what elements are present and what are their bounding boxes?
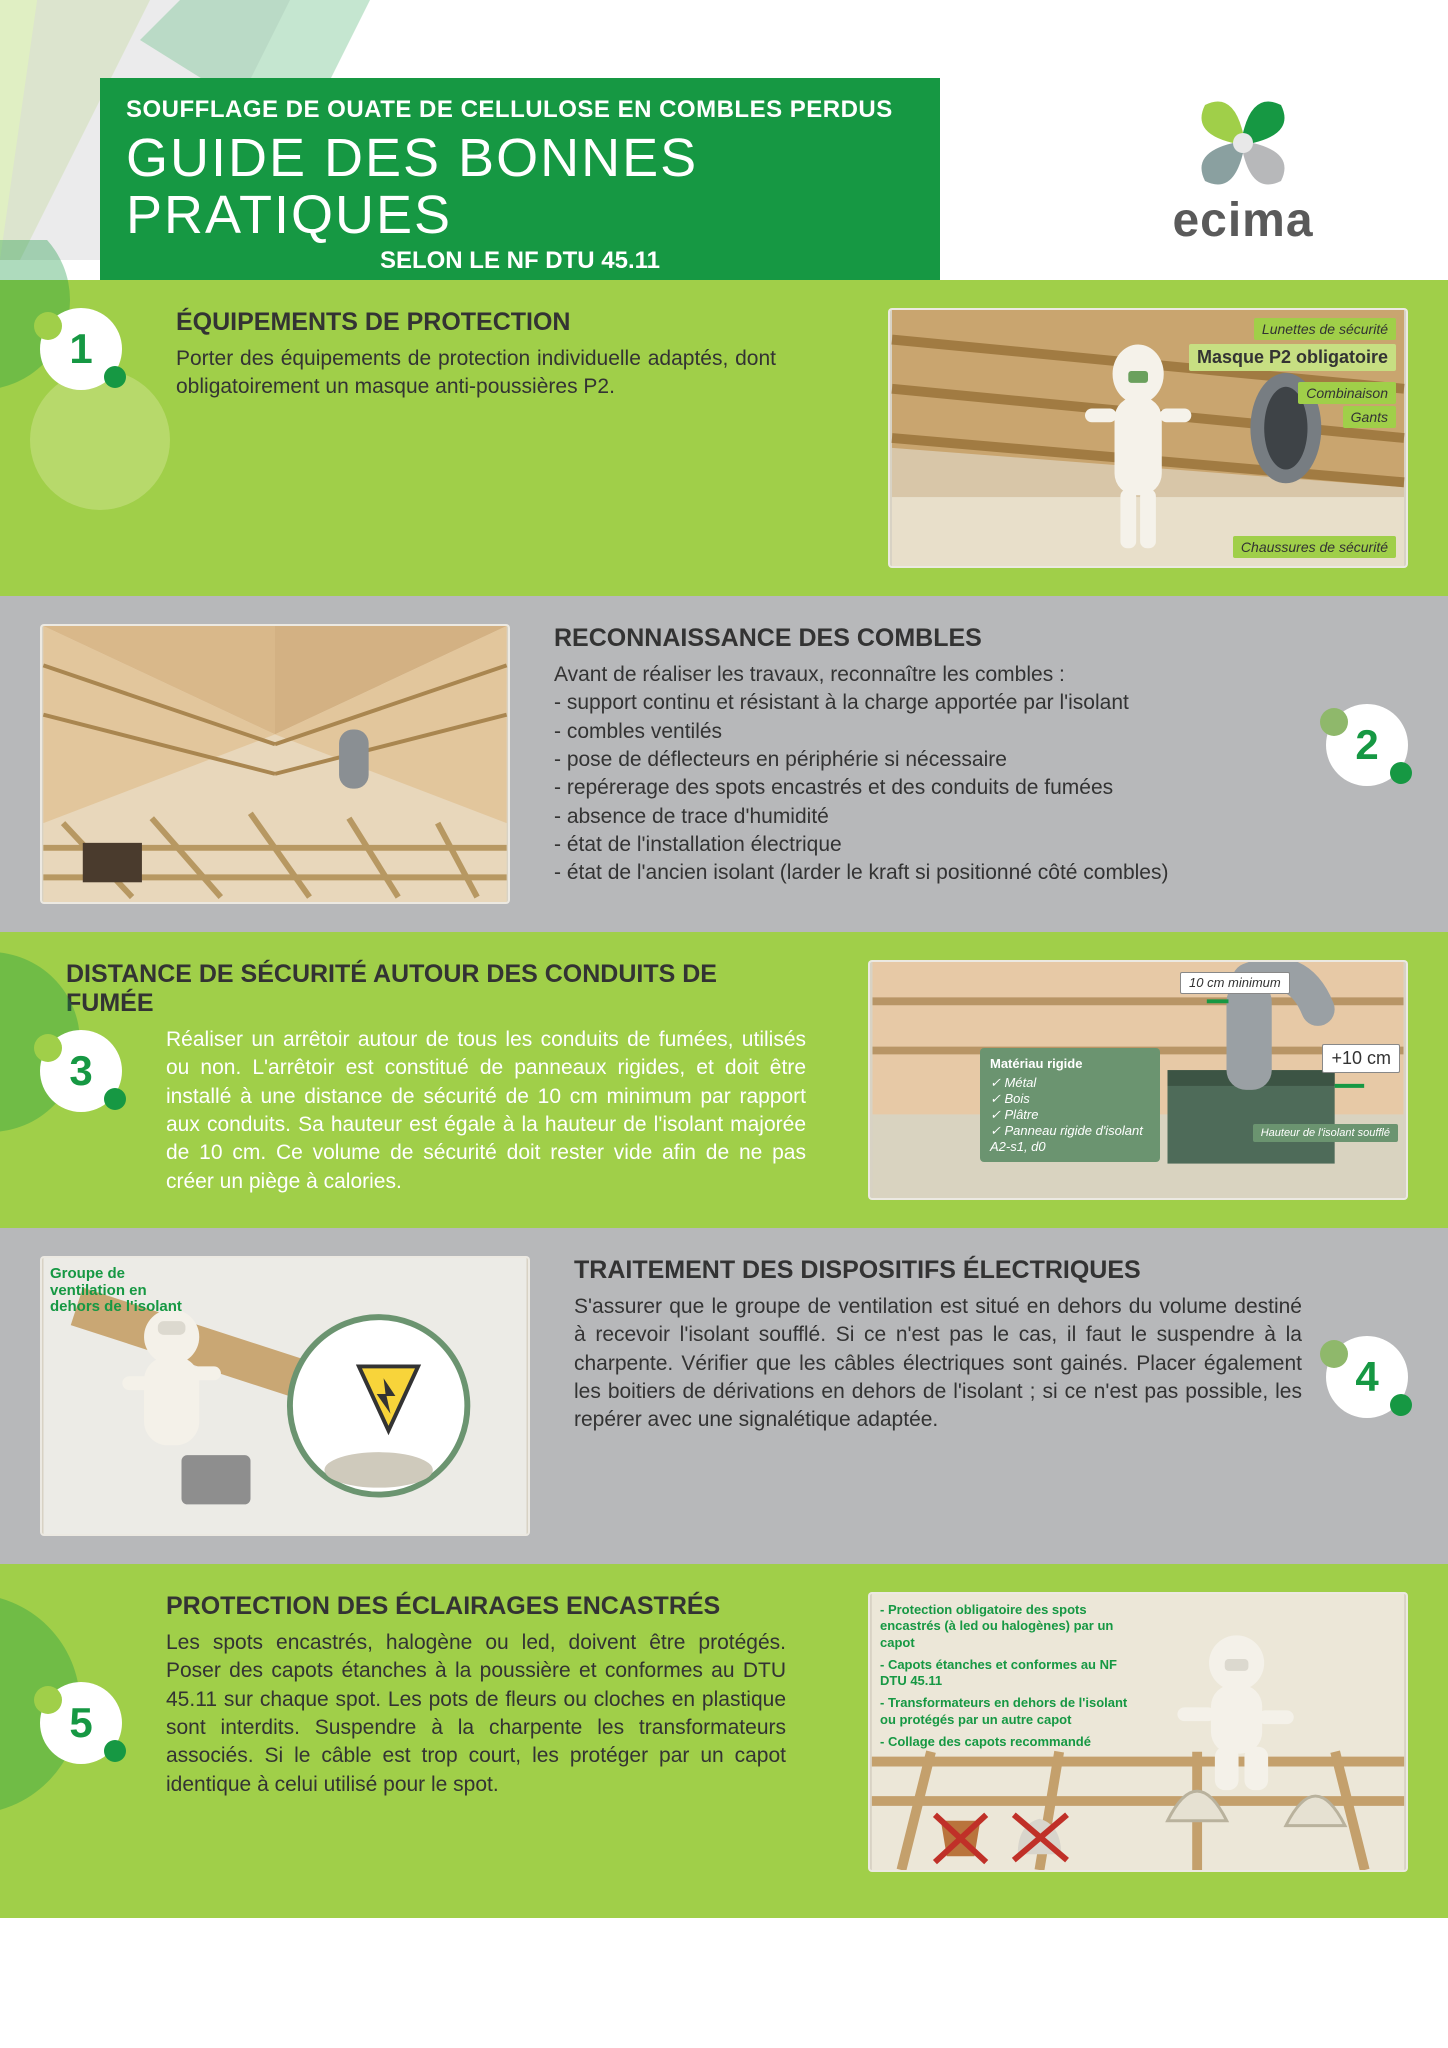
- brand-logo: ecima: [1128, 78, 1358, 248]
- logo-leaf-icon: [1173, 78, 1313, 198]
- header-subtitle: SELON LE NF DTU 45.11: [126, 247, 914, 275]
- label-lunettes: Lunettes de sécurité: [1254, 318, 1396, 340]
- label-combinaison: Combinaison: [1298, 382, 1396, 404]
- logo-text: ecima: [1128, 193, 1358, 248]
- section-4-body: S'assurer que le groupe de ventilation e…: [574, 1293, 1302, 1435]
- section-2-title: RECONNAISSANCE DES COMBLES: [554, 624, 1302, 653]
- section-3: 3 DISTANCE DE SÉCURITÉ AUTOUR DES CONDUI…: [0, 932, 1448, 1228]
- section-5-illustration: - Protection obligatoire des spots encas…: [868, 1592, 1408, 1872]
- section-number-4: 4: [1326, 1336, 1408, 1418]
- label-groupe-ventilation: Groupe de ventilation en dehors de l'iso…: [50, 1266, 190, 1316]
- section-1: 1 ÉQUIPEMENTS DE PROTECTION Porter des é…: [0, 280, 1448, 596]
- section-1-illustration: Lunettes de sécurité Masque P2 obligatoi…: [888, 308, 1408, 568]
- section-3-illustration: 10 cm minimum +10 cm Matériau rigide ✓ M…: [868, 960, 1408, 1200]
- section-2-body: Avant de réaliser les travaux, reconnaît…: [554, 661, 1302, 888]
- section-3-body: Réaliser un arrêtoir autour de tous les …: [166, 1026, 806, 1196]
- section-1-title: ÉQUIPEMENTS DE PROTECTION: [176, 308, 776, 337]
- section-5-title: PROTECTION DES ÉCLAIRAGES ENCASTRÉS: [166, 1592, 786, 1621]
- label-masque: Masque P2 obligatoire: [1189, 344, 1396, 371]
- section-4-illustration: Groupe de ventilation en dehors de l'iso…: [40, 1256, 530, 1536]
- section-4: Groupe de ventilation en dehors de l'iso…: [0, 1228, 1448, 1564]
- section-2: RECONNAISSANCE DES COMBLES Avant de réal…: [0, 596, 1448, 932]
- section-1-body: Porter des équipements de protection ind…: [176, 345, 776, 402]
- section-number-2: 2: [1326, 704, 1408, 786]
- header-supertitle: SOUFFLAGE DE OUATE DE CELLULOSE EN COMBL…: [126, 96, 914, 124]
- section-5: 5 PROTECTION DES ÉCLAIRAGES ENCASTRÉS Le…: [0, 1564, 1448, 1918]
- section-2-illustration: [40, 624, 510, 904]
- label-10cm-min: 10 cm minimum: [1180, 972, 1290, 994]
- section-4-title: TRAITEMENT DES DISPOSITIFS ÉLECTRIQUES: [574, 1256, 1302, 1285]
- title-panel: SOUFFLAGE DE OUATE DE CELLULOSE EN COMBL…: [100, 78, 940, 280]
- label-chaussures: Chaussures de sécurité: [1233, 536, 1396, 558]
- section-3-title: DISTANCE DE SÉCURITÉ AUTOUR DES CONDUITS…: [66, 960, 806, 1018]
- section-5-sidelabels: - Protection obligatoire des spots encas…: [880, 1602, 1140, 1750]
- label-gants: Gants: [1343, 406, 1396, 428]
- header-title: GUIDE DES BONNES PRATIQUES: [126, 130, 914, 243]
- section-5-body: Les spots encastrés, halogène ou led, do…: [166, 1629, 786, 1799]
- label-materiau-rigide: Matériau rigide ✓ Métal ✓ Bois ✓ Plâtre …: [980, 1048, 1160, 1162]
- section-number-1: 1: [40, 308, 122, 390]
- header: SOUFFLAGE DE OUATE DE CELLULOSE EN COMBL…: [0, 0, 1448, 280]
- section-number-5: 5: [40, 1682, 122, 1764]
- label-hauteur: Hauteur de l'isolant soufflé: [1253, 1124, 1398, 1142]
- label-plus10cm: +10 cm: [1322, 1044, 1400, 1073]
- section-number-3: 3: [40, 1030, 122, 1112]
